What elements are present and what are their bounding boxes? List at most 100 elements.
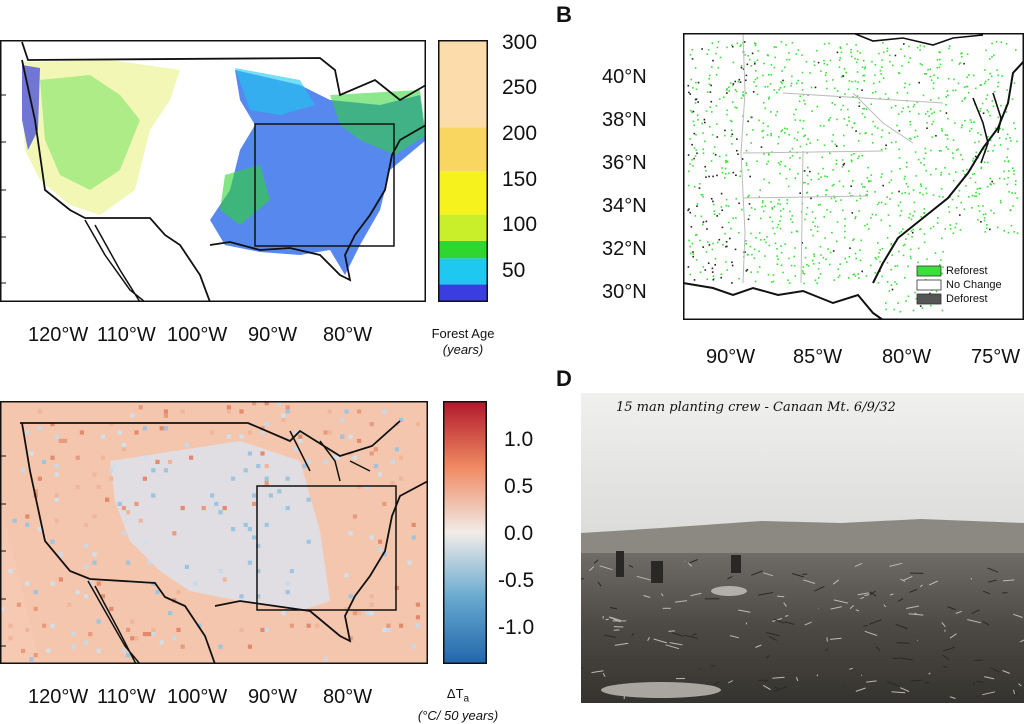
reforest-dot [790,157,792,159]
reforest-dot [820,70,822,72]
reforest-dot [844,237,846,239]
reforest-dot [811,87,813,89]
reforest-dot [737,43,739,45]
reforest-dot [925,113,927,115]
reforest-dot [903,255,905,257]
colorbar-tick-label: -1.0 [498,616,534,640]
deforest-dot [895,55,897,57]
reforest-dot [906,162,908,164]
reforest-dot [971,128,973,130]
reforest-dot [984,83,986,85]
anomaly-pixel [34,653,38,657]
reforest-dot [796,53,798,55]
reforest-dot [981,168,983,170]
reforest-dot [854,218,856,220]
reforest-dot [788,258,790,260]
reforest-dot [695,102,697,104]
reforest-dot [817,106,819,108]
reforest-dot [797,173,799,175]
deforest-dot [748,219,750,221]
legend-deforest: Deforest [946,292,1002,306]
reforest-dot [767,134,769,136]
anomaly-pixel [357,409,361,413]
reforest-dot [794,275,796,277]
reforest-dot [923,46,925,48]
reforest-dot [901,193,903,195]
deforest-dot [714,264,716,266]
reforest-dot [972,174,974,176]
anomaly-pixel [97,582,101,586]
deforest-dot [912,232,914,234]
reforest-dot [818,268,820,270]
debris-stroke [925,683,930,684]
reforest-dot [757,77,759,79]
reforest-dot [879,81,881,83]
reforest-dot [734,107,736,109]
reforest-dot [750,233,752,235]
reforest-dot [790,85,792,87]
reforest-dot [906,183,908,185]
reforest-dot [924,242,926,244]
reforest-dot [938,97,940,99]
reforest-dot [1006,43,1008,45]
reforest-dot [801,54,803,56]
anomaly-pixel [67,603,71,607]
colorbar-tick-label: 50 [502,259,525,283]
anomaly-pixel [416,422,420,426]
reforest-dot [839,275,841,277]
deforest-dot [747,64,749,66]
reforest-dot [774,89,776,91]
reforest-dot [925,148,927,150]
reforest-dot [780,210,782,212]
reforest-dot [702,149,704,151]
reforest-dot [692,87,694,89]
reforest-dot [888,98,890,100]
reforest-dot [765,242,767,244]
reforest-dot [803,266,805,268]
reforest-dot [889,290,891,292]
anomaly-pixel [76,456,80,460]
deforest-dot [732,265,734,267]
reforest-dot [870,180,872,182]
reforest-dot [812,235,814,237]
reforest-dot [803,120,805,122]
deforest-dot [722,227,724,229]
reforest-dot [779,203,781,205]
reforest-dot [708,49,710,51]
reforest-dot [877,242,879,244]
reforest-dot [889,61,891,63]
deforest-dot [732,134,734,136]
reforest-dot [977,188,979,190]
reforest-dot [872,214,874,216]
deforest-dot [980,221,982,223]
anomaly-pixel [349,594,353,598]
reforest-dot [716,123,718,125]
colorbar-bin [438,258,488,284]
anomaly-pixel [281,611,285,615]
reforest-dot [1009,210,1011,212]
anomaly-pixel [391,460,395,464]
reforest-dot [920,63,922,65]
colorbar-bin [438,40,488,127]
reforest-dot [844,258,846,260]
reforest-dot [1009,137,1011,139]
deforest-dot [694,133,696,135]
reforest-dot [882,248,884,250]
reforest-dot [1007,184,1009,186]
reforest-dot [989,178,991,180]
reforest-dot [864,116,866,118]
debris-stroke [581,579,584,580]
reforest-dot [930,99,932,101]
deforest-dot [705,176,707,178]
colorbar-tick-label: 0.0 [504,522,533,546]
reforest-dot [774,57,776,59]
reforest-dot [728,222,730,224]
reforest-dot [930,228,932,230]
deforest-dot [708,176,710,178]
reforest-dot [987,94,989,96]
reforest-dot [941,128,943,130]
anomaly-pixel [382,628,386,632]
reforest-dot [804,135,806,137]
map-c-yticks [0,401,8,664]
reforest-dot [888,132,890,134]
